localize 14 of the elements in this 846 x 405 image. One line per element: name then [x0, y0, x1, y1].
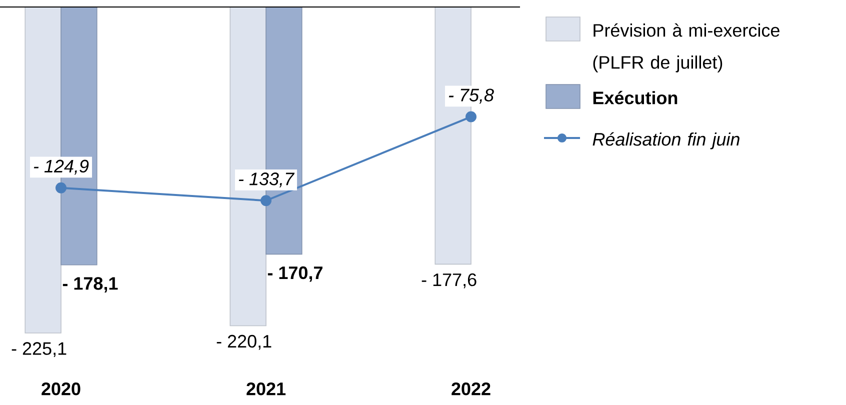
legend-label: Prévision à mi-exercice (PLFR de juillet) — [593, 23, 780, 72]
x-tick-label: 2022 — [452, 382, 490, 396]
data-label: - 225,1 — [12, 342, 66, 358]
x-tick-label: 2021 — [246, 382, 286, 396]
legend-label: Exécution — [593, 90, 678, 104]
data-label: - 220,1 — [216, 334, 272, 350]
data-label: - 170,7 — [268, 266, 322, 282]
data-label: - 75,8 — [448, 88, 494, 104]
x-tick-label: 2020 — [42, 382, 80, 396]
legend-label: Réalisation fin juin — [592, 132, 740, 150]
data-label: - 177,6 — [422, 273, 476, 288]
data-label: - 178,1 — [62, 277, 118, 292]
data-label: - 133,7 — [238, 172, 295, 188]
data-label: - 124,9 — [34, 160, 89, 175]
